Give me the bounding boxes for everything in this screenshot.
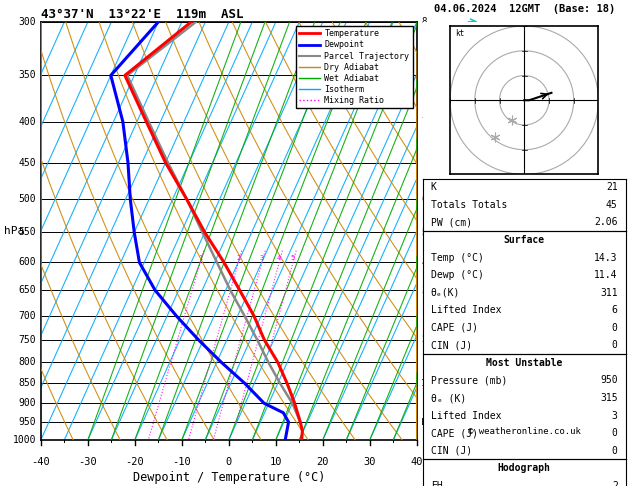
Text: 1000: 1000 <box>13 435 36 445</box>
Text: PW (cm): PW (cm) <box>431 218 472 227</box>
Text: Most Unstable: Most Unstable <box>486 358 562 368</box>
Text: Dewpoint / Temperature (°C): Dewpoint / Temperature (°C) <box>133 471 325 484</box>
Text: CAPE (J): CAPE (J) <box>431 323 478 333</box>
Text: 300: 300 <box>19 17 36 27</box>
Text: 0: 0 <box>612 446 618 456</box>
Text: 6: 6 <box>612 305 618 315</box>
Text: 45: 45 <box>606 200 618 210</box>
Text: 2: 2 <box>421 335 426 345</box>
Text: 600: 600 <box>19 258 36 267</box>
Text: 04.06.2024  12GMT  (Base: 18): 04.06.2024 12GMT (Base: 18) <box>433 3 615 14</box>
Text: 43°37'N  13°22'E  119m  ASL: 43°37'N 13°22'E 119m ASL <box>41 8 243 21</box>
Text: K: K <box>431 182 437 192</box>
Text: LCL: LCL <box>421 417 438 427</box>
Text: 2.06: 2.06 <box>594 218 618 227</box>
Text: Totals Totals: Totals Totals <box>431 200 507 210</box>
Text: 7: 7 <box>421 117 426 126</box>
Text: 550: 550 <box>19 227 36 237</box>
Text: 0: 0 <box>612 323 618 333</box>
Text: 500: 500 <box>19 194 36 204</box>
Text: 40: 40 <box>411 457 423 468</box>
Text: -20: -20 <box>126 457 144 468</box>
Text: 0: 0 <box>612 428 618 438</box>
Text: 750: 750 <box>19 335 36 345</box>
Text: km
ASL: km ASL <box>432 30 448 49</box>
Text: Hodograph: Hodograph <box>498 463 550 473</box>
Text: 3: 3 <box>421 286 426 295</box>
Text: 1: 1 <box>421 379 426 388</box>
Text: Surface: Surface <box>504 235 545 245</box>
Text: θₑ (K): θₑ (K) <box>431 393 466 403</box>
Text: 350: 350 <box>19 70 36 80</box>
Text: 3: 3 <box>612 411 618 420</box>
Text: -10: -10 <box>172 457 191 468</box>
Text: -40: -40 <box>31 457 50 468</box>
Text: 650: 650 <box>19 285 36 295</box>
Text: 950: 950 <box>600 376 618 385</box>
Text: Lifted Index: Lifted Index <box>431 411 501 420</box>
Text: 2: 2 <box>237 255 240 261</box>
Text: 3: 3 <box>260 255 264 261</box>
Text: 30: 30 <box>364 457 376 468</box>
Text: 4: 4 <box>421 258 426 267</box>
Text: 400: 400 <box>19 117 36 127</box>
Text: 311: 311 <box>600 288 618 298</box>
Text: Mixing Ratio (g/kg): Mixing Ratio (g/kg) <box>445 191 454 287</box>
Text: 850: 850 <box>19 379 36 388</box>
Text: 10: 10 <box>270 457 282 468</box>
Text: 5: 5 <box>421 228 426 237</box>
Text: CAPE (J): CAPE (J) <box>431 428 478 438</box>
Text: 11.4: 11.4 <box>594 270 618 280</box>
Text: 5: 5 <box>291 255 295 261</box>
Text: hPa: hPa <box>4 226 25 236</box>
Text: 700: 700 <box>19 311 36 321</box>
Text: Dewp (°C): Dewp (°C) <box>431 270 484 280</box>
Text: 8: 8 <box>421 17 426 26</box>
Text: Lifted Index: Lifted Index <box>431 305 501 315</box>
Text: 20: 20 <box>316 457 329 468</box>
Text: Pressure (mb): Pressure (mb) <box>431 376 507 385</box>
Text: Temp (°C): Temp (°C) <box>431 253 484 262</box>
Text: EH: EH <box>431 481 443 486</box>
Text: 1: 1 <box>198 255 203 261</box>
Text: 950: 950 <box>19 417 36 427</box>
Text: 2: 2 <box>612 481 618 486</box>
Text: © weatheronline.co.uk: © weatheronline.co.uk <box>468 427 581 435</box>
Text: 21: 21 <box>606 182 618 192</box>
Text: 6: 6 <box>421 195 426 204</box>
Text: 0: 0 <box>226 457 232 468</box>
Text: 0: 0 <box>612 340 618 350</box>
Text: θₑ(K): θₑ(K) <box>431 288 460 298</box>
Text: 315: 315 <box>600 393 618 403</box>
Text: -30: -30 <box>79 457 97 468</box>
Text: CIN (J): CIN (J) <box>431 340 472 350</box>
Text: 4: 4 <box>277 255 281 261</box>
Text: 900: 900 <box>19 398 36 408</box>
Text: 800: 800 <box>19 357 36 367</box>
Legend: Temperature, Dewpoint, Parcel Trajectory, Dry Adiabat, Wet Adiabat, Isotherm, Mi: Temperature, Dewpoint, Parcel Trajectory… <box>296 26 413 108</box>
Text: 450: 450 <box>19 157 36 168</box>
Text: 14.3: 14.3 <box>594 253 618 262</box>
Text: CIN (J): CIN (J) <box>431 446 472 456</box>
